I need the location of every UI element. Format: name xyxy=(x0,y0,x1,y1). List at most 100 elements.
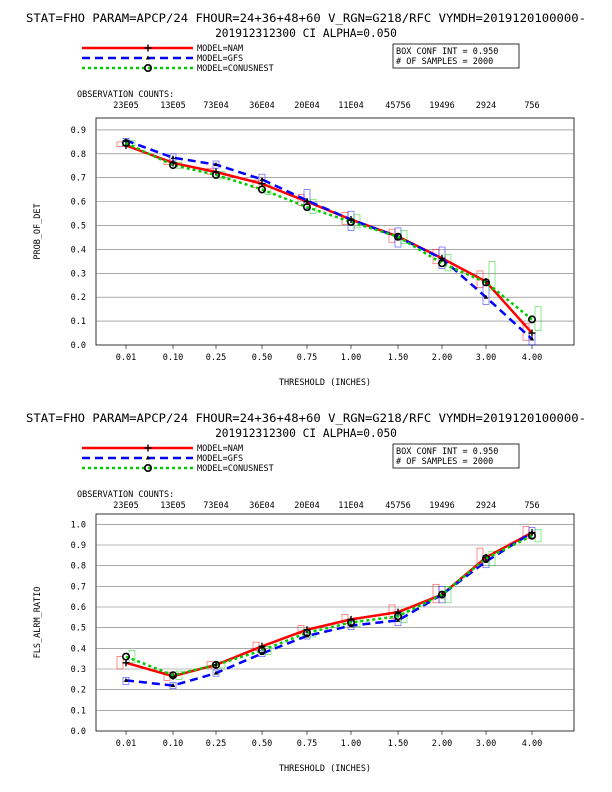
obs-count: 13E05 xyxy=(160,501,186,511)
obs-count: 13E05 xyxy=(160,101,186,111)
y-tick-label: 1.0 xyxy=(71,520,86,530)
y-tick-label: 0.4 xyxy=(71,245,86,255)
y-tick-label: 0.6 xyxy=(71,603,86,613)
data-point-marker xyxy=(346,618,355,627)
info-box-line-0: BOX CONF INT = 0.950 xyxy=(396,447,498,457)
data-point-marker xyxy=(529,336,535,341)
y-tick-label: 0.1 xyxy=(71,706,86,716)
data-point-marker xyxy=(169,161,178,170)
obs-count: 36E04 xyxy=(249,101,275,111)
x-tick-label: 2.00 xyxy=(432,739,452,749)
obs-count: 19496 xyxy=(429,501,455,511)
x-tick-label: 0.01 xyxy=(116,739,136,749)
y-tick-label: 0.7 xyxy=(71,174,86,184)
data-point-marker xyxy=(145,455,151,460)
y-tick-label: 0.9 xyxy=(71,541,86,551)
data-point-marker xyxy=(122,652,131,661)
info-box: BOX CONF INT = 0.950# OF SAMPLES = 2000 xyxy=(392,43,520,69)
data-point-marker xyxy=(481,278,490,287)
data-point-marker xyxy=(393,232,402,241)
chart-title-line1: STAT=FHO PARAM=APCP/24 FHOUR=24+36+48+60… xyxy=(26,412,586,425)
data-point-marker xyxy=(170,155,176,160)
obs-count: 2924 xyxy=(476,101,496,111)
data-point-marker xyxy=(481,554,490,563)
y-tick-label: 0.3 xyxy=(71,665,86,675)
legend-label-0: MODEL=NAM xyxy=(197,44,243,54)
series-line-1 xyxy=(125,531,533,687)
x-tick-label: 0.25 xyxy=(206,739,226,749)
y-tick-label: 0.0 xyxy=(71,341,86,351)
obs-count: 73E04 xyxy=(203,501,229,511)
obs-count: 20E04 xyxy=(294,501,320,511)
data-point-marker xyxy=(122,139,131,148)
info-box-frame xyxy=(392,43,520,69)
x-tick-label: 0.25 xyxy=(206,353,226,363)
y-tick-label: 0.7 xyxy=(71,582,86,592)
x-tick-label: 0.10 xyxy=(163,353,183,363)
chart-title-line1: STAT=FHO PARAM=APCP/24 FHOUR=24+36+48+60… xyxy=(26,12,586,25)
x-tick-label: 4.00 xyxy=(522,353,542,363)
legend-label-2: MODEL=CONUSNEST xyxy=(197,464,274,474)
y-tick-label: 0.9 xyxy=(71,126,86,136)
x-axis-label: THRESHOLD (INCHES) xyxy=(279,378,371,388)
y-tick-label: 0.8 xyxy=(71,562,86,572)
data-point-marker xyxy=(257,185,266,194)
data-point-marker xyxy=(144,463,153,472)
y-tick-label: 0.1 xyxy=(71,317,86,327)
obs-count: 756 xyxy=(524,101,539,111)
obs-counts-label: OBSERVATION COUNTS: xyxy=(77,490,174,500)
legend-label-1: MODEL=GFS xyxy=(197,54,243,64)
y-tick-label: 0.2 xyxy=(71,686,86,696)
data-point-marker xyxy=(527,315,536,324)
x-tick-label: 1.50 xyxy=(388,739,408,749)
data-point-marker xyxy=(304,197,310,202)
data-point-marker xyxy=(346,217,355,226)
data-point-marker xyxy=(259,176,265,181)
obs-count: 19496 xyxy=(429,101,455,111)
legend-label-1: MODEL=GFS xyxy=(197,454,243,464)
data-point-marker xyxy=(213,162,219,167)
x-tick-label: 0.75 xyxy=(297,739,317,749)
chart-1: STAT=FHO PARAM=APCP/24 FHOUR=24+36+48+60… xyxy=(26,12,586,388)
data-point-marker xyxy=(144,44,152,52)
legend-label-2: MODEL=CONUSNEST xyxy=(197,64,274,74)
data-point-marker xyxy=(528,329,536,337)
data-point-marker xyxy=(394,608,402,616)
y-tick-label: 0.6 xyxy=(71,198,86,208)
y-tick-label: 0.5 xyxy=(71,222,86,232)
obs-count: 11E04 xyxy=(338,101,364,111)
data-point-marker xyxy=(258,642,266,650)
x-axis-label: THRESHOLD (INCHES) xyxy=(279,764,371,774)
plot-frame xyxy=(95,117,575,346)
info-box-frame xyxy=(392,443,520,469)
info-box-line-1: # OF SAMPLES = 2000 xyxy=(396,57,493,67)
y-tick-label: 0.5 xyxy=(71,624,86,634)
x-tick-label: 4.00 xyxy=(522,739,542,749)
data-point-marker xyxy=(145,55,151,60)
data-point-marker xyxy=(437,590,446,599)
obs-count: 23E05 xyxy=(113,501,139,511)
data-point-marker xyxy=(437,259,446,268)
data-point-marker xyxy=(212,170,221,179)
y-tick-label: 0.2 xyxy=(71,293,86,303)
obs-count: 36E04 xyxy=(249,501,275,511)
data-point-marker xyxy=(302,203,311,212)
legend-label-0: MODEL=NAM xyxy=(197,444,243,454)
data-point-marker xyxy=(393,612,402,621)
x-tick-label: 3.00 xyxy=(476,739,496,749)
data-point-marker xyxy=(144,444,152,452)
y-axis-label: FLS_ALRM_RATIO xyxy=(33,587,43,659)
x-tick-label: 0.75 xyxy=(297,353,317,363)
data-point-marker xyxy=(144,64,153,73)
data-point-marker xyxy=(123,677,129,682)
obs-count: 45756 xyxy=(385,101,411,111)
y-axis-label: PROB_OF_DET xyxy=(33,203,43,259)
data-point-marker xyxy=(170,683,176,688)
x-tick-label: 1.00 xyxy=(341,353,361,363)
series-line-0 xyxy=(125,144,533,334)
plot-frame xyxy=(95,513,575,732)
series-line-2 xyxy=(125,534,533,677)
x-tick-label: 3.00 xyxy=(476,353,496,363)
x-tick-label: 1.00 xyxy=(341,739,361,749)
